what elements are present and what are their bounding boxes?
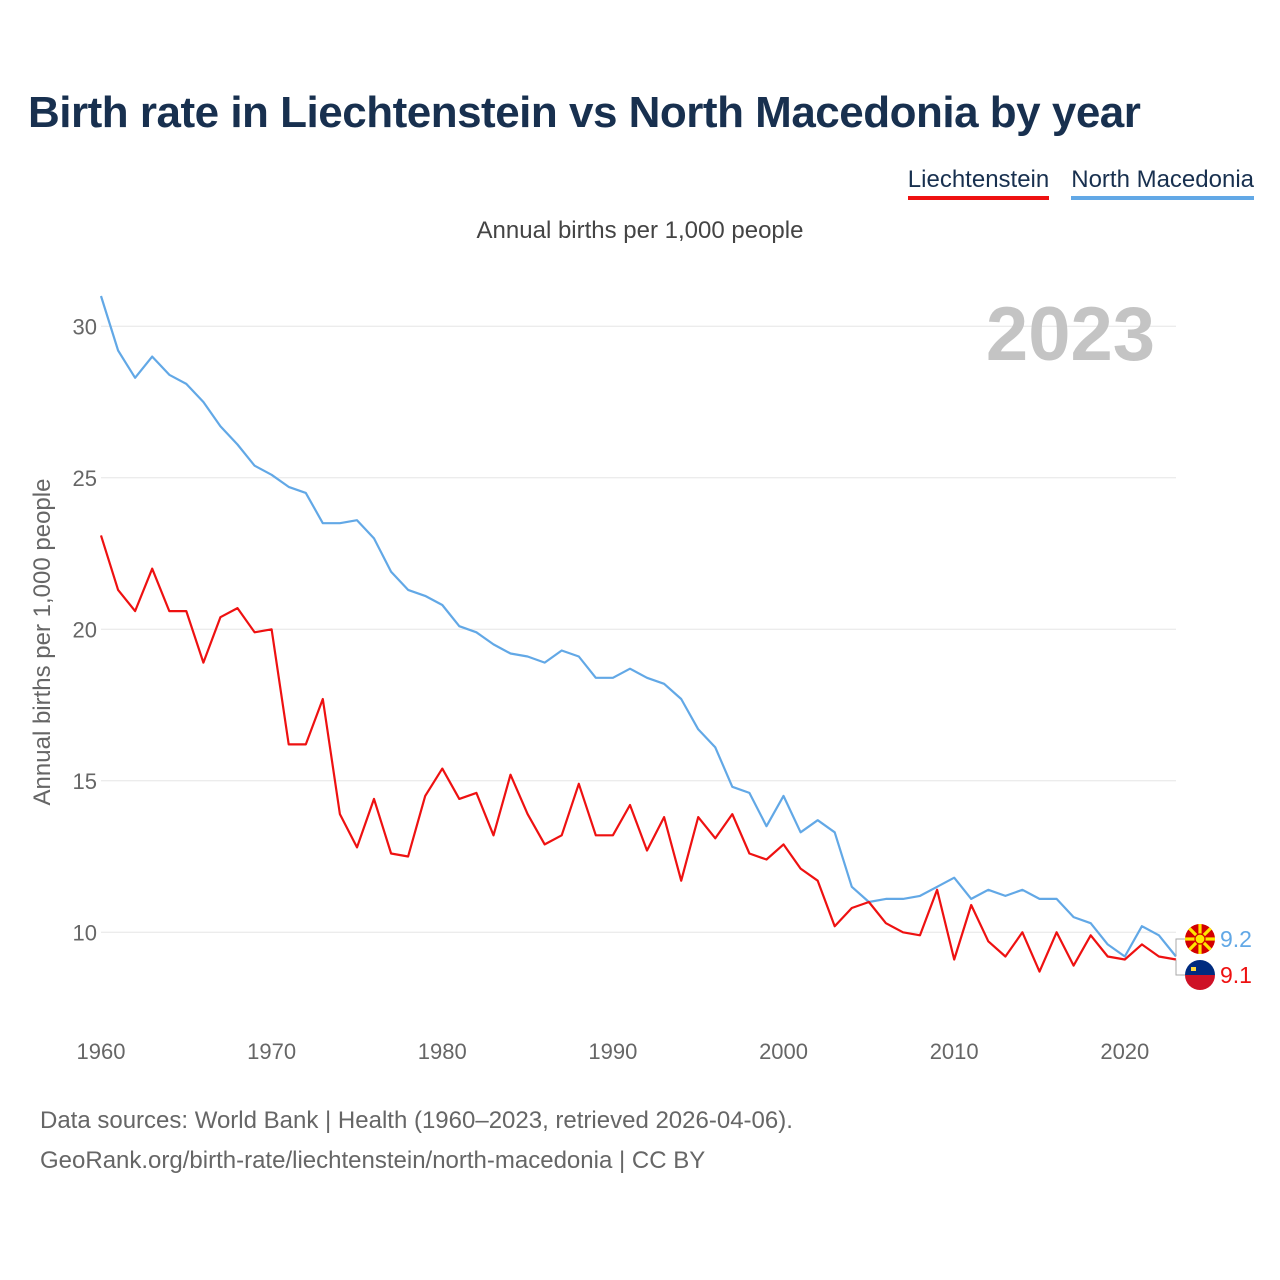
- y-tick-label-30: 30: [73, 314, 97, 339]
- x-tick-label-2000: 2000: [759, 1039, 808, 1064]
- chart-title: Birth rate in Liechtenstein vs North Mac…: [28, 88, 1141, 137]
- gridlines: [101, 325, 1176, 933]
- x-tick-label-2010: 2010: [930, 1039, 979, 1064]
- x-tick-label-1980: 1980: [418, 1039, 467, 1064]
- y-axis-label: Annual births per 1,000 people: [29, 479, 56, 806]
- flag-li-blue: [1185, 960, 1215, 975]
- legend: Liechtenstein North Macedonia: [907, 166, 1254, 200]
- y-tick-label-25: 25: [73, 466, 97, 491]
- y-axis-ticks: 10 15 20 25 30: [73, 314, 97, 945]
- x-tick-label-1970: 1970: [247, 1039, 296, 1064]
- series-line-liechtenstein: [99, 535, 1177, 973]
- flag-north-macedonia-icon: [1185, 924, 1215, 954]
- chart-subtitle: Annual births per 1,000 people: [476, 217, 804, 244]
- footer-url[interactable]: GeoRank.org/birth-rate/liechtenstein/nor…: [40, 1147, 706, 1174]
- flag-sun: [1194, 933, 1206, 945]
- y-tick-label-10: 10: [73, 920, 97, 945]
- connector-liechtenstein: [1175, 959, 1185, 976]
- legend-item-north-macedonia[interactable]: North Macedonia: [1071, 166, 1254, 200]
- year-watermark: 2023: [986, 292, 1155, 377]
- y-tick-label-15: 15: [73, 769, 97, 794]
- legend-item-liechtenstein[interactable]: Liechtenstein: [907, 166, 1050, 200]
- series-line-north-macedonia: [99, 295, 1177, 958]
- end-label-liechtenstein: 9.1: [1220, 962, 1252, 988]
- flag-li-crown: [1191, 967, 1196, 971]
- x-axis-ticks: 1960 1970 1980 1990 2000 2010 2020: [77, 1039, 1150, 1064]
- x-tick-label-2020: 2020: [1100, 1039, 1149, 1064]
- end-label-north-macedonia: 9.2: [1220, 926, 1252, 952]
- end-markers: 9.29.1: [1175, 924, 1252, 990]
- x-tick-label-1990: 1990: [588, 1039, 637, 1064]
- x-tick-label-1960: 1960: [77, 1039, 126, 1064]
- y-tick-label-20: 20: [73, 617, 97, 642]
- flag-liechtenstein-icon: [1185, 960, 1215, 990]
- series-lines: [99, 295, 1177, 973]
- footer-source: Data sources: World Bank | Health (1960–…: [40, 1107, 793, 1134]
- flag-li-red: [1185, 975, 1215, 990]
- connector-north-macedonia: [1175, 938, 1185, 957]
